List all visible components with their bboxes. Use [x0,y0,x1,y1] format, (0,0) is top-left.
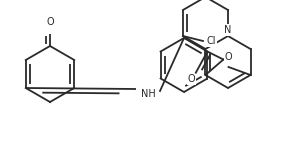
Text: O: O [225,52,232,63]
Text: N: N [224,25,232,35]
Text: NH: NH [141,89,155,99]
Text: O: O [46,17,54,27]
Text: O: O [188,75,195,85]
Text: Cl: Cl [206,36,216,46]
